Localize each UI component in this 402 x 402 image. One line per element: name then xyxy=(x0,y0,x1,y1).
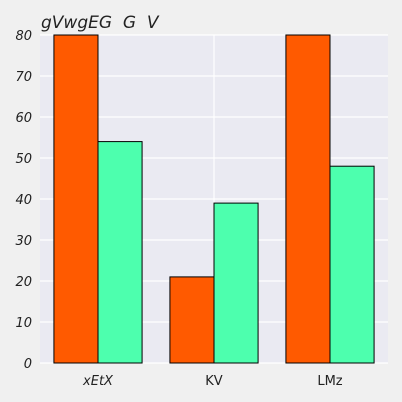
y-tick-label: 70 xyxy=(15,70,32,85)
x-tick-label: xEtX xyxy=(82,374,114,389)
y-tick-label: 30 xyxy=(15,234,32,249)
bar-series-2-xEtX xyxy=(97,141,143,364)
bars xyxy=(53,34,375,364)
bar-series-2-LMz xyxy=(329,165,375,364)
bar-series-2-KV xyxy=(213,202,259,364)
y-tick-label: 0 xyxy=(24,357,32,372)
y-tick-label: 80 xyxy=(15,29,32,44)
y-tick-label: 60 xyxy=(15,111,32,126)
y-tick-label: 40 xyxy=(15,193,32,208)
y-tick-label: 50 xyxy=(15,152,32,167)
x-axis-ticks: xEtX KV LMz xyxy=(82,374,343,389)
y-tick-label: 10 xyxy=(15,316,32,331)
bar-series-1-KV xyxy=(169,276,215,364)
bar-series-1-LMz xyxy=(285,34,331,364)
y-tick-label: 20 xyxy=(15,275,32,290)
x-tick-label: KV xyxy=(205,374,223,389)
y-axis-ticks: 0 10 20 30 40 50 60 70 80 xyxy=(15,29,32,372)
chart-title: gVwgEG G V xyxy=(41,13,160,33)
x-tick-label: LMz xyxy=(317,374,342,389)
bar-series-1-xEtX xyxy=(53,34,99,364)
